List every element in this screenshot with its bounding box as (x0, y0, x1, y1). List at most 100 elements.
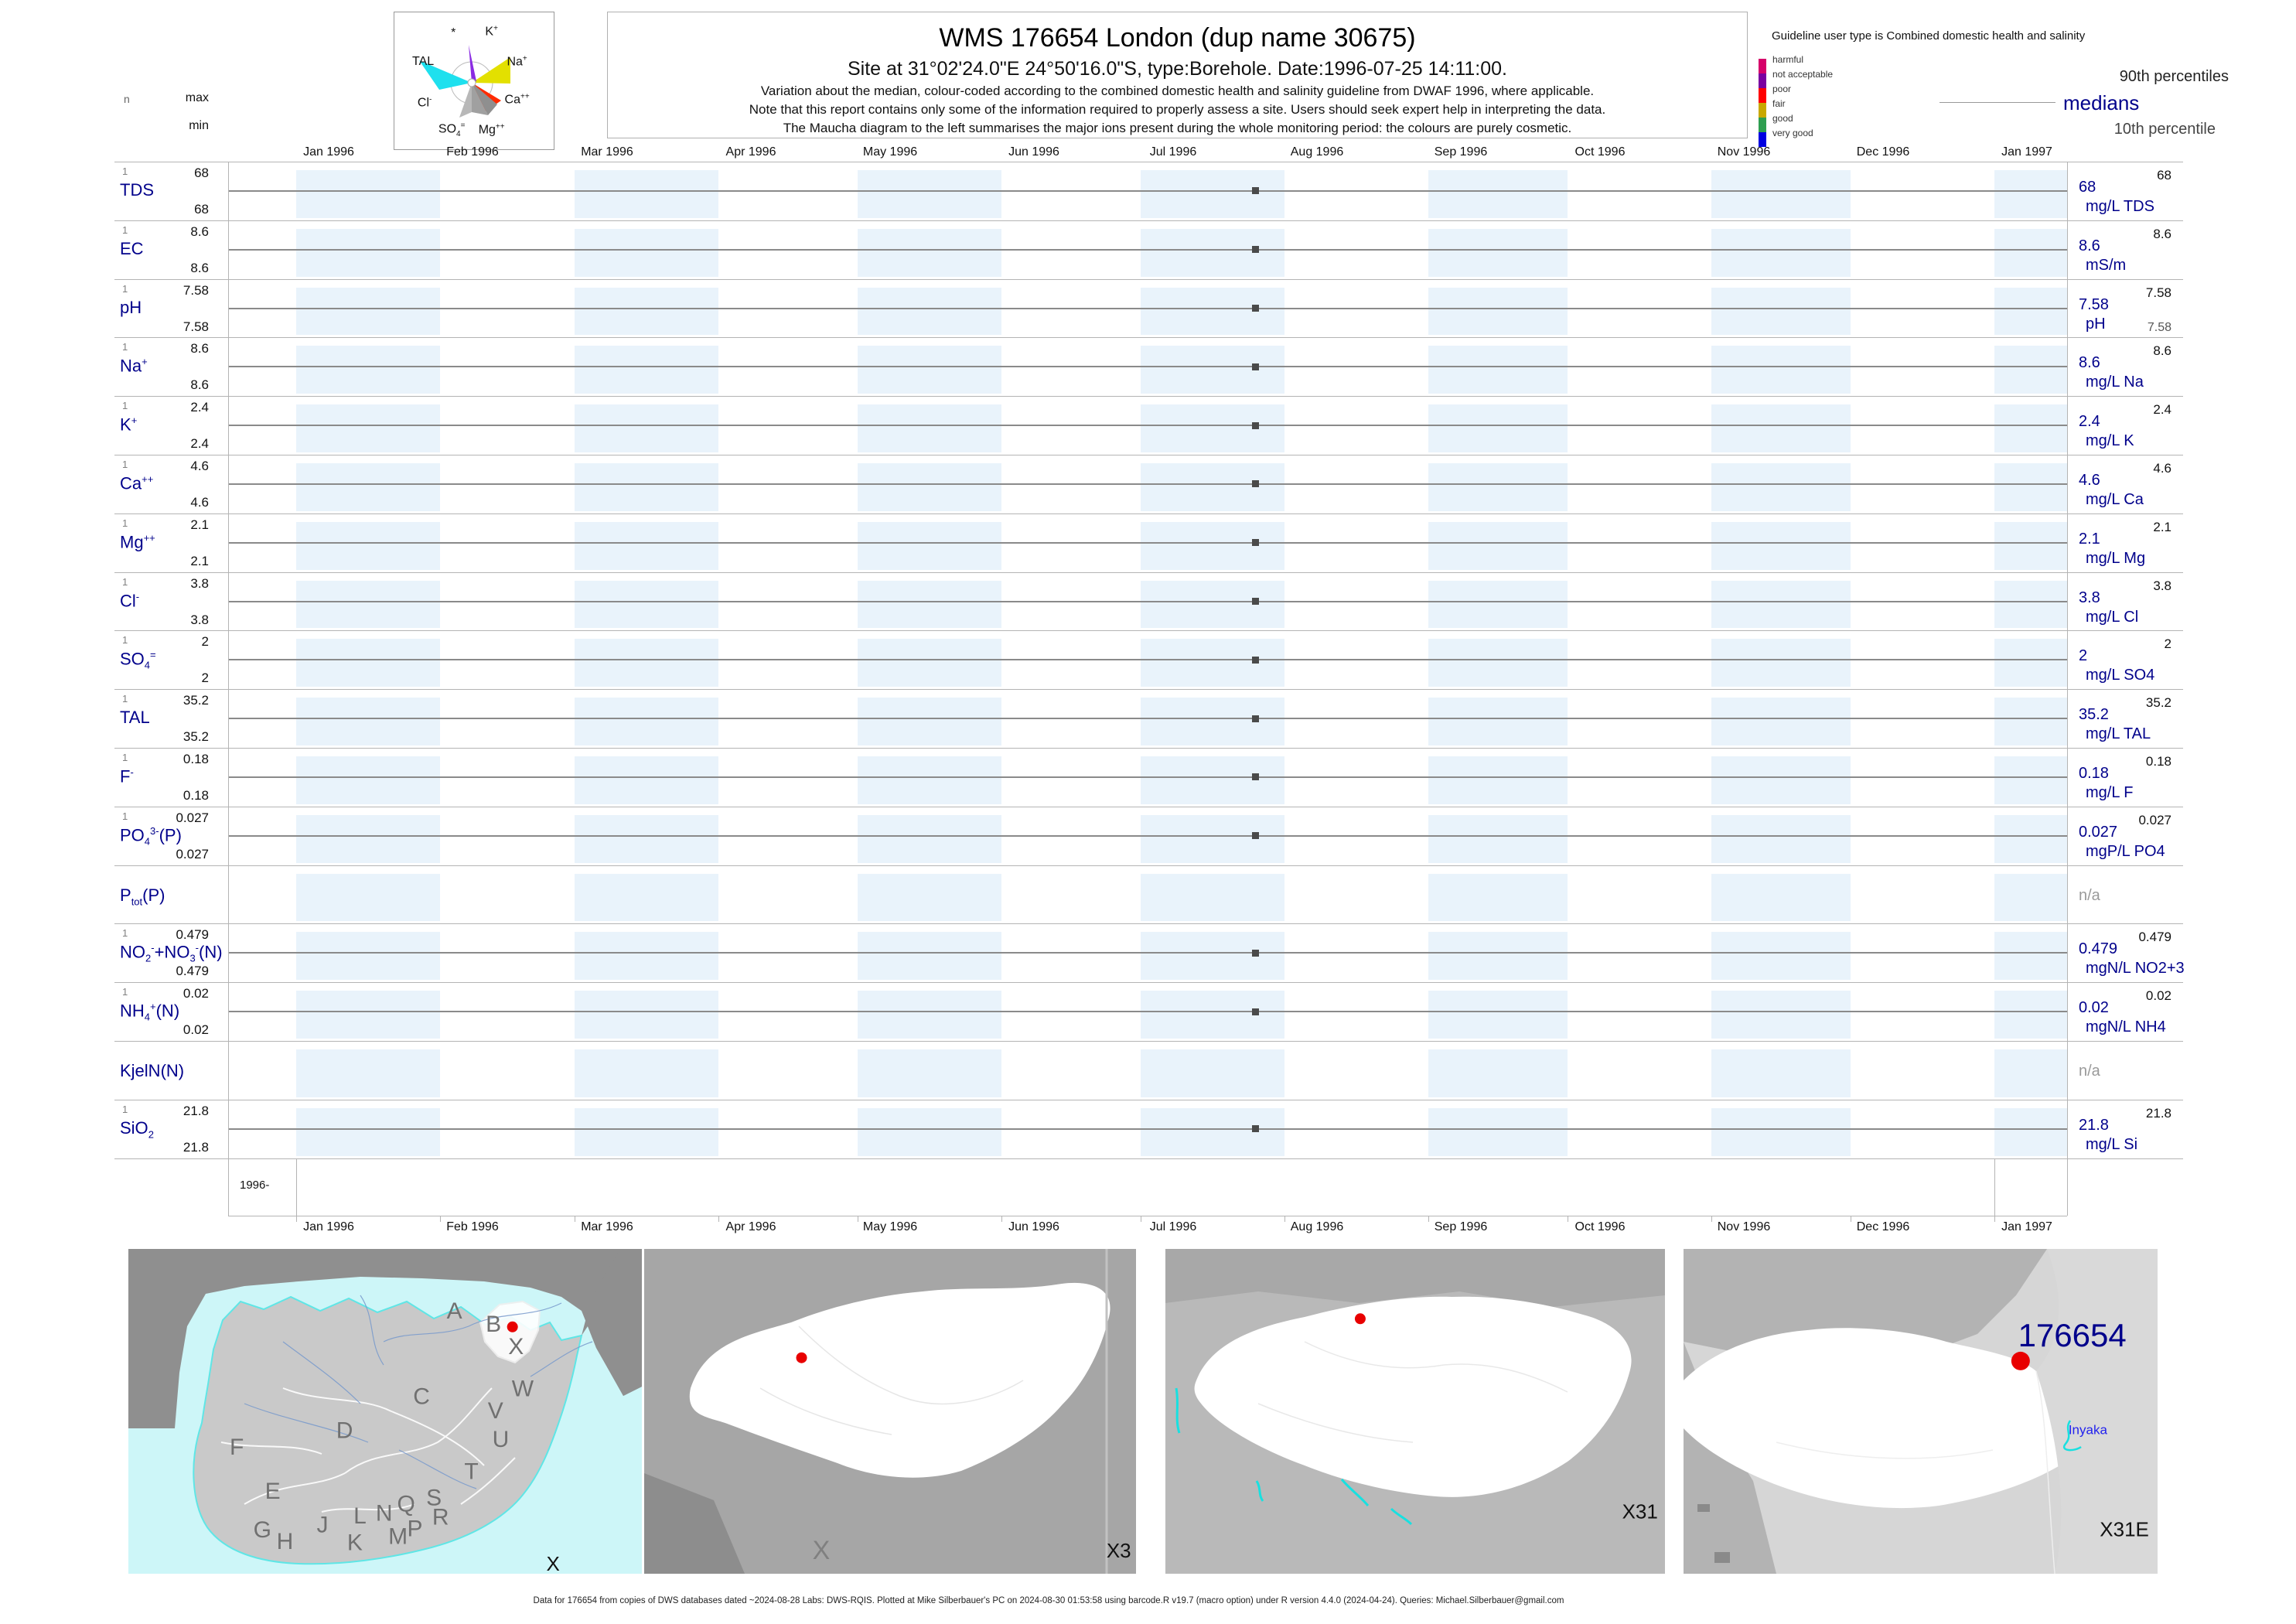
sample-marker (1251, 715, 1259, 722)
param-name-EC: EC (120, 238, 144, 258)
row-unit-label: mg/L SO4 (2086, 667, 2155, 684)
month-label-top: Nov 1996 (1717, 145, 1771, 159)
stats-header-max: max (185, 91, 209, 104)
month-shading (1711, 228, 1851, 277)
quality-class-swatch (1759, 88, 1766, 103)
row-median-value: 0.02 (2079, 999, 2109, 1017)
row-min-value: 8.6 (190, 260, 209, 275)
row-min-value: 0.479 (176, 964, 209, 979)
site-dot (1354, 1313, 1366, 1325)
month-tick (1994, 1216, 1995, 1222)
map-label: E (265, 1479, 281, 1504)
param-name-Ptot: Ptot(P) (120, 885, 165, 907)
month-shading (1994, 639, 2067, 687)
month-shading (1428, 170, 1568, 218)
sample-marker (1251, 656, 1259, 664)
month-label-top: May 1996 (862, 145, 918, 159)
stats-header-min: min (189, 119, 209, 132)
row-min-value: 2.4 (190, 436, 209, 452)
row-median-value: 0.027 (2079, 823, 2118, 841)
row-na-value: n/a (2079, 886, 2100, 904)
median-line (228, 659, 2067, 661)
map-label: G (254, 1517, 271, 1543)
row-divider (114, 865, 2183, 866)
row-max-value: 0.027 (176, 810, 209, 825)
row-unit-label: mg/L Ca (2086, 491, 2144, 508)
row-90th-percentile: 7.58 (2145, 285, 2171, 300)
month-shading (1994, 1107, 2067, 1156)
map-label: N (376, 1500, 393, 1526)
month-shading (1141, 932, 1284, 981)
maucha-rosette (419, 45, 510, 118)
median-line (228, 776, 2067, 778)
month-shading (1711, 756, 1851, 804)
sample-marker (1251, 1008, 1259, 1015)
month-shading (1141, 1049, 1284, 1097)
maucha-diagram: * K+ TAL Na+ Cl- Ca++ SO4= Mg++ (394, 12, 554, 150)
row-median-value: 2.4 (2079, 413, 2100, 431)
month-label-bottom: Aug 1996 (1290, 1220, 1344, 1233)
row-max-value: 8.6 (190, 341, 209, 357)
month-shading (858, 521, 1001, 570)
page-title: WMS 176654 London (dup name 30675) (939, 23, 1416, 53)
month-shading (858, 873, 1001, 922)
row-median-value: 35.2 (2079, 706, 2109, 724)
median-line (228, 600, 2067, 602)
month-shading (575, 228, 718, 277)
plot-right-border (2067, 162, 2068, 1216)
maucha-ion-label: Mg++ (478, 122, 505, 137)
month-shading (1711, 580, 1851, 629)
row-median-value: 3.8 (2079, 589, 2100, 606)
month-label-top: Dec 1996 (1856, 145, 1910, 159)
row-90th-percentile: 21.8 (2145, 1105, 2171, 1121)
month-shading (575, 814, 718, 863)
param-name-Na: Na+ (120, 356, 148, 376)
row-min-value: 21.8 (183, 1139, 209, 1155)
month-shading (858, 580, 1001, 629)
quality-class-label: poor (1772, 84, 1792, 94)
row-n-count: 1 (122, 752, 128, 763)
month-shading (575, 580, 718, 629)
map-region-x3: X31 (1165, 1249, 1665, 1574)
month-shading (1994, 814, 2067, 863)
row-unit-label: mg/L Si (2086, 1135, 2138, 1153)
row-max-value: 21.8 (183, 1103, 209, 1118)
row-n-count: 1 (122, 575, 128, 588)
map-label: T (464, 1459, 478, 1485)
month-shading (575, 639, 718, 687)
median-line (228, 425, 2067, 427)
sample-marker (1251, 421, 1259, 429)
row-90th-percentile: 3.8 (2153, 578, 2171, 593)
month-label-bottom: Jul 1996 (1149, 1220, 1197, 1233)
month-shading (296, 287, 440, 336)
row-divider (114, 689, 2183, 691)
month-shading (1428, 932, 1568, 981)
month-shading (1994, 463, 2067, 511)
header-note-1: Variation about the median, colour-coded… (760, 84, 1595, 98)
month-shading (1428, 346, 1568, 394)
month-shading (1994, 346, 2067, 394)
site-dot (796, 1352, 807, 1363)
month-shading (296, 521, 440, 570)
month-shading (858, 228, 1001, 277)
month-shading (1428, 814, 1568, 863)
month-shading (858, 814, 1001, 863)
row-n-count: 1 (122, 927, 128, 940)
year-boundary-tick (1994, 1158, 1995, 1216)
month-label-bottom: Sep 1996 (1434, 1220, 1488, 1233)
map-region-x31e-svg: 176654 Inyaka X31E (1684, 1249, 2158, 1575)
map-label: D (336, 1418, 353, 1443)
median-line (228, 483, 2067, 485)
month-label-top: Jun 1996 (1008, 145, 1059, 159)
month-shading (858, 698, 1001, 745)
row-90th-percentile: 68 (2157, 168, 2171, 183)
map-region-x-svg: X X3 (644, 1249, 1136, 1574)
month-shading (1141, 521, 1284, 570)
month-label-bottom: Jun 1996 (1008, 1220, 1059, 1233)
month-label-bottom: Jan 1996 (303, 1220, 354, 1233)
maucha-ion-label: * (451, 26, 456, 39)
map-label: B (486, 1312, 501, 1337)
row-90th-percentile: 0.027 (2138, 812, 2171, 827)
month-shading (858, 1049, 1001, 1097)
month-shading (1141, 698, 1284, 745)
